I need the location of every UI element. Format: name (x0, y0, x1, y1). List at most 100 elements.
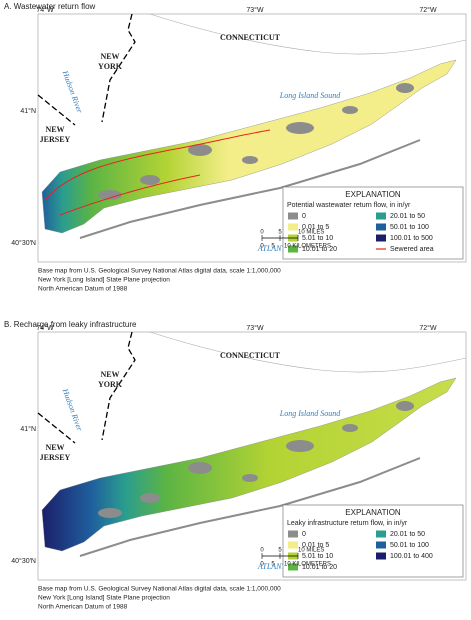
legend-subtitle: Leaky infrastructure return flow, in in/… (287, 520, 408, 527)
legend-label: 5.01 to 10 (302, 235, 333, 242)
legend-swatch (376, 530, 386, 538)
longitude-label: 73°W (246, 324, 264, 332)
unrecharged-area (286, 440, 314, 452)
latitude-label: 40°30′N (11, 557, 36, 565)
unrecharged-area (98, 190, 122, 200)
legend-label: 0.01 to 5 (302, 224, 329, 231)
barrier-beach (79, 139, 421, 239)
long-island (41, 377, 457, 552)
legend-swatch (288, 541, 298, 549)
legend-label: 0 (302, 213, 306, 220)
place-label-line: NEW (100, 52, 119, 61)
legend-label: 0 (302, 531, 306, 538)
place-label-line: NEW (45, 125, 64, 134)
scale-label: 5 (271, 244, 275, 250)
unrecharged-area (396, 401, 414, 411)
ny-nj-border (37, 412, 76, 444)
map-panel: B. Recharge from leaky infrastructure74°… (4, 320, 467, 611)
latitude-label: 40°30′N (11, 239, 36, 247)
legend-swatch (288, 212, 298, 220)
place-label: CONNECTICUT (220, 351, 281, 360)
ny-nj-border (37, 94, 76, 126)
credit-line: North American Datum of 1988 (38, 286, 128, 293)
scale-label: 5 (278, 230, 282, 236)
legend-label: 0.01 to 5 (302, 542, 329, 549)
unrecharged-area (140, 175, 160, 185)
legend-swatch (288, 530, 298, 538)
longitude-label: 72°W (419, 324, 437, 332)
legend-swatch (288, 223, 298, 231)
legend-swatch (376, 552, 386, 560)
legend-swatch (376, 223, 386, 231)
legend-title: EXPLANATION (345, 508, 401, 517)
place-label: NEW JERSEY (40, 125, 71, 144)
long-island (41, 59, 457, 234)
legend-swatch (376, 234, 386, 242)
unrecharged-area (188, 462, 212, 474)
credit-line: North American Datum of 1988 (38, 604, 128, 611)
ny-ct-border (101, 331, 136, 441)
legend-box (282, 504, 464, 578)
place-label-line: NEW (45, 443, 64, 452)
place-label: CONNECTICUT (220, 33, 281, 42)
longitude-label: 74°W (36, 324, 54, 332)
latitude-label: 41°N (20, 107, 36, 115)
credit-line: New York [Long Island] State Plane proje… (38, 277, 170, 284)
place-label: Long Island Sound (279, 409, 341, 418)
legend-label: 100.01 to 500 (390, 235, 433, 242)
latitude-label: 41°N (20, 425, 36, 433)
place-label-line: JERSEY (40, 135, 71, 144)
legend-label: 20.01 to 50 (390, 213, 425, 220)
legend-label: 50.01 to 100 (390, 224, 429, 231)
credit-line: Base map from U.S. Geological Survey Nat… (38, 268, 281, 275)
sewered-area (44, 129, 271, 216)
longitude-label: 73°W (246, 6, 264, 14)
barrier-beach (79, 457, 421, 557)
scale-label: 10 KILOMETERS (284, 244, 331, 250)
unrecharged-area (342, 424, 358, 432)
place-label: NEW JERSEY (40, 443, 71, 462)
scale-label: 5 (278, 548, 282, 554)
unrecharged-area (242, 474, 258, 482)
scale-label: 0 (260, 548, 264, 554)
legend-label: Sewered area (390, 246, 434, 253)
place-label-line: YORK (98, 62, 123, 71)
legend-swatch (376, 212, 386, 220)
unrecharged-area (286, 122, 314, 134)
legend-subtitle: Potential wastewater return flow, in in/… (287, 202, 411, 209)
connecticut-coast (149, 331, 467, 373)
unrecharged-area (188, 144, 212, 156)
scale-label: 5 (271, 562, 275, 568)
place-label: Long Island Sound (279, 91, 341, 100)
legend-label: 20.01 to 50 (390, 531, 425, 538)
legend-label: 10.01 to 20 (302, 564, 337, 571)
unrecharged-area (342, 106, 358, 114)
legend-label: 100.01 to 400 (390, 553, 433, 560)
place-label-line: JERSEY (40, 453, 71, 462)
legend-swatch (376, 541, 386, 549)
panel-title: B. Recharge from leaky infrastructure (4, 320, 137, 329)
panel-title: A. Wastewater return flow (4, 2, 96, 11)
legend-box (282, 186, 464, 260)
unrecharged-area (98, 508, 122, 518)
legend-swatch (288, 245, 298, 253)
ny-ct-border (101, 13, 136, 123)
place-label-line: NEW (100, 370, 119, 379)
credit-line: Base map from U.S. Geological Survey Nat… (38, 586, 281, 593)
scale-label: 10 MILES (298, 548, 324, 554)
credit-line: New York [Long Island] State Plane proje… (38, 595, 170, 602)
unrecharged-area (242, 156, 258, 164)
place-label-line: Long Island Sound (279, 409, 341, 418)
place-label-line: CONNECTICUT (220, 33, 281, 42)
scale-label: 0 (260, 230, 264, 236)
legend-label: 5.01 to 10 (302, 553, 333, 560)
place-label: NEW YORK (98, 370, 123, 389)
longitude-label: 72°W (419, 6, 437, 14)
unrecharged-area (140, 493, 160, 503)
legend-swatch (288, 563, 298, 571)
place-label-line: Long Island Sound (279, 91, 341, 100)
place-label: NEW YORK (98, 52, 123, 71)
connecticut-coast (149, 13, 467, 55)
